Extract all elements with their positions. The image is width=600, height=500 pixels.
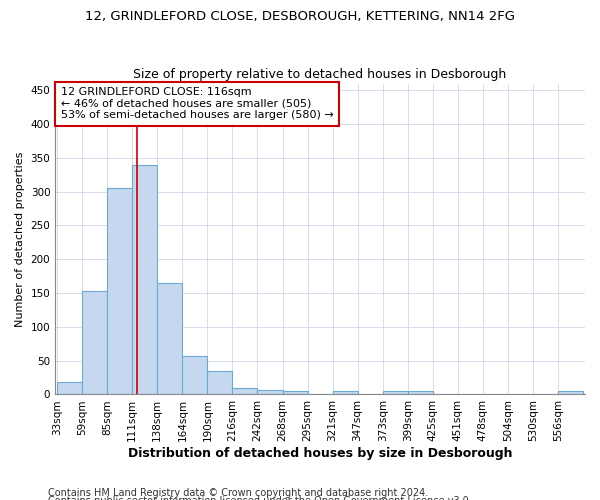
- Bar: [182, 356, 208, 395]
- Text: 12 GRINDLEFORD CLOSE: 116sqm
← 46% of detached houses are smaller (505)
53% of s: 12 GRINDLEFORD CLOSE: 116sqm ← 46% of de…: [61, 87, 334, 120]
- Bar: [558, 391, 583, 394]
- Bar: [283, 391, 308, 394]
- Text: 12, GRINDLEFORD CLOSE, DESBOROUGH, KETTERING, NN14 2FG: 12, GRINDLEFORD CLOSE, DESBOROUGH, KETTE…: [85, 10, 515, 23]
- Bar: [132, 164, 157, 394]
- Bar: [157, 283, 182, 395]
- Text: Contains HM Land Registry data © Crown copyright and database right 2024.: Contains HM Land Registry data © Crown c…: [48, 488, 428, 498]
- Title: Size of property relative to detached houses in Desborough: Size of property relative to detached ho…: [133, 68, 507, 81]
- Bar: [408, 391, 433, 394]
- Text: Contains public sector information licensed under the Open Government Licence v3: Contains public sector information licen…: [48, 496, 472, 500]
- Bar: [107, 188, 132, 394]
- Bar: [57, 382, 82, 394]
- Y-axis label: Number of detached properties: Number of detached properties: [15, 152, 25, 326]
- Bar: [332, 391, 358, 394]
- X-axis label: Distribution of detached houses by size in Desborough: Distribution of detached houses by size …: [128, 447, 512, 460]
- Bar: [383, 391, 408, 394]
- Bar: [232, 388, 257, 394]
- Bar: [257, 390, 283, 394]
- Bar: [82, 291, 107, 395]
- Bar: [208, 371, 232, 394]
